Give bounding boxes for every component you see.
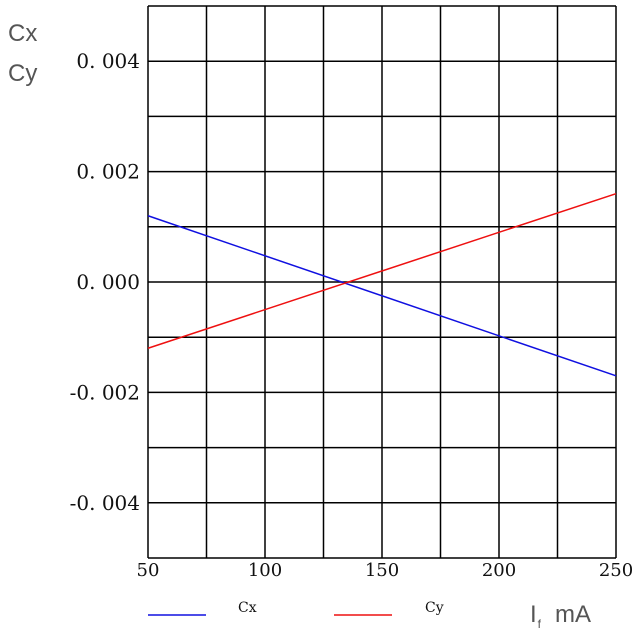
y-tick-label: -0. 002 bbox=[70, 380, 140, 404]
x-axis-label-subscript: f bbox=[537, 617, 542, 631]
y-tick-label: 0. 004 bbox=[76, 49, 140, 73]
x-tick-label: 50 bbox=[137, 560, 160, 581]
legend-label-cx: Cx bbox=[238, 600, 257, 616]
y-axis-label-line-1: Cx bbox=[8, 20, 38, 47]
x-tick-label: 150 bbox=[365, 560, 399, 581]
y-axis-label-line-2: Cy bbox=[8, 60, 38, 87]
x-tick-label: 250 bbox=[599, 560, 633, 581]
x-axis-label-unit: mA bbox=[555, 601, 592, 628]
y-tick-label: 0. 000 bbox=[76, 270, 140, 294]
legend-label-cy: Cy bbox=[425, 600, 444, 616]
y-tick-label: 0. 002 bbox=[76, 160, 140, 184]
series-line-cx bbox=[147, 215, 617, 377]
y-tick-label: -0. 004 bbox=[70, 491, 140, 515]
x-tick-label: 100 bbox=[248, 560, 282, 581]
series-line-cy bbox=[147, 192, 617, 349]
x-axis-label-main: I bbox=[530, 601, 537, 628]
x-axis-unit-label: If mA bbox=[530, 601, 592, 631]
x-tick-label: 200 bbox=[482, 560, 516, 581]
